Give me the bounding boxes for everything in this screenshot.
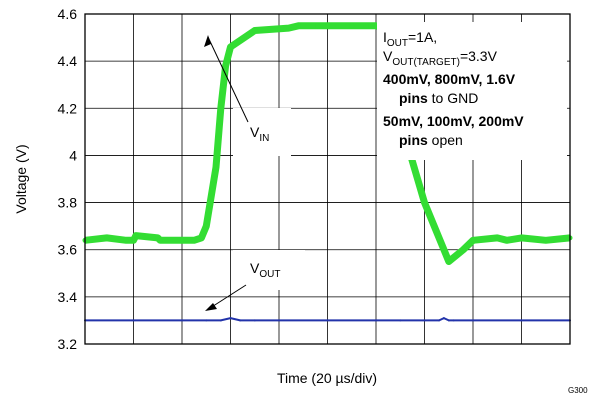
data-point-vin [157,237,163,243]
data-point-vin [315,23,321,29]
data-point-vout [423,319,426,322]
vin-arrow [207,36,249,123]
data-point-vin [123,237,129,243]
vout-label-box [233,250,305,290]
data-point-vin [325,23,330,29]
data-point-vout [399,319,402,322]
data-point-vout [326,319,329,322]
data-point-vin [104,235,110,241]
data-point-vout [181,319,183,322]
data-point-vout [205,319,208,322]
vout-arrowhead [205,303,217,311]
data-point-vin [460,247,466,253]
data-point-vin [363,23,369,29]
data-point-vin [191,237,197,243]
svg-text:VOUT(TARGET)=3.3V: VOUT(TARGET)=3.3V [383,48,498,68]
svg-text:IOUT=1A,: IOUT=1A, [383,29,437,49]
data-point-vin [519,235,524,241]
y-tick-label: 4.6 [58,6,78,22]
data-point-vout [229,317,232,320]
plot-frame [84,13,571,345]
y-axis-title: Voltage (V) [13,144,29,213]
data-point-vin [203,223,209,229]
data-point-vout [132,319,135,322]
annotation-text: IOUT=1A, VOUT(TARGET)=3.3V 400mV, 800mV,… [383,29,524,148]
data-point-vin [504,237,510,243]
data-point-vin [349,23,355,29]
y-tick-label: 4.4 [58,53,78,69]
data-point-vout [253,319,256,322]
data-point-vin [228,44,233,50]
data-point-vin [213,164,219,170]
data-point-vout [239,319,242,322]
y-tick-labels: 3.2 3.4 3.6 3.8 4 4.2 4.4 4.6 [58,6,78,352]
x-axis-title: Time (20 µs/div) [277,370,377,386]
data-point-vout [442,317,445,320]
y-tick-label: 3.6 [58,242,78,258]
vin-label-box [233,108,291,156]
data-point-vin [286,25,292,31]
svg-text:50mV, 100mV, 200mV: 50mV, 100mV, 200mV [383,113,524,129]
svg-text:pins open: pins open [399,132,463,148]
data-point-vout [447,319,450,322]
vout-label: VOUT [250,260,280,280]
data-point-vin [470,237,476,243]
svg-text:400mV, 800mV, 1.6V: 400mV, 800mV, 1.6V [383,71,516,87]
svg-text:pins to GND: pins to GND [399,90,478,106]
data-point-vout [375,319,377,322]
data-point-vin [543,237,549,243]
data-point-vout [520,319,523,322]
data-point-vout [219,319,222,322]
data-point-vout [452,319,455,322]
data-point-vin [198,235,204,241]
data-point-vin [295,23,301,29]
data-point-vout [472,319,474,322]
vin-arrowhead [204,35,211,47]
data-point-vin [133,233,139,239]
figure-id: G300 [568,386,588,394]
data-point-vout [278,319,280,322]
y-tick-label: 4.2 [58,100,78,116]
data-point-vin [131,237,136,243]
data-point-vin [422,200,427,206]
data-point-vout [438,319,441,322]
annotation-box [377,22,567,160]
vin-label: VIN [250,124,269,144]
data-point-vin [494,235,500,241]
y-tick-label: 4 [69,147,77,163]
data-point-vin [446,259,452,264]
y-tick-label: 3.4 [58,289,78,305]
data-point-vin [252,28,258,33]
data-point-vin [218,105,224,111]
y-tick-label: 3.8 [58,195,78,211]
y-tick-label: 3.2 [58,336,78,352]
data-point-vin [223,63,229,69]
